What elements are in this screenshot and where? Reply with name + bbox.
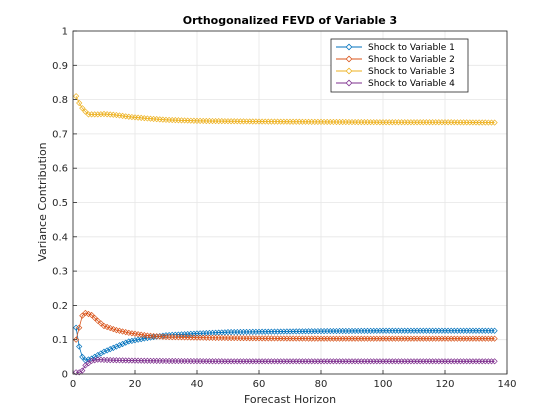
data-point-marker: [193, 330, 201, 337]
y-tick-label: 0.4: [52, 232, 68, 243]
data-point-marker: [135, 336, 142, 343]
x-axis-label: Forecast Horizon: [244, 393, 336, 406]
data-point-marker: [85, 356, 92, 363]
data-point-marker: [190, 330, 197, 337]
series-line: [76, 359, 495, 373]
data-point-marker: [184, 330, 191, 338]
data-point-marker: [104, 347, 111, 354]
data-point-marker: [79, 105, 86, 112]
data-point-marker: [119, 340, 126, 348]
y-tick-label: 0.5: [52, 198, 68, 209]
x-tick-label: 120: [435, 379, 454, 390]
data-point-marker: [491, 327, 498, 334]
data-point-marker: [200, 330, 207, 337]
y-tick-label: 0.6: [52, 164, 68, 175]
data-point-marker: [491, 119, 498, 126]
legend-marker: [345, 43, 353, 51]
y-tick-label: 0.8: [52, 95, 68, 106]
data-point-marker: [107, 324, 114, 332]
legend-marker: [345, 55, 353, 63]
data-point-marker: [491, 335, 498, 342]
data-point-marker: [131, 337, 139, 344]
data-point-marker: [104, 323, 111, 331]
legend-item: Shock to Variable 3: [336, 67, 455, 77]
y-tick-label: 0.7: [52, 129, 68, 140]
series-3: [73, 93, 498, 126]
data-point-marker: [187, 330, 194, 337]
y-tick-label: 0.1: [52, 335, 68, 346]
series-line: [75, 312, 495, 340]
series-2: [73, 309, 498, 343]
y-tick-label: 0: [62, 370, 68, 381]
y-tick-label: 0.3: [52, 267, 68, 278]
legend-label: Shock to Variable 4: [368, 79, 455, 89]
data-point-marker: [76, 343, 83, 350]
data-point-marker: [100, 348, 108, 355]
data-point-marker: [94, 317, 101, 324]
data-point-marker: [128, 337, 135, 344]
data-point-marker: [138, 336, 145, 343]
data-point-marker: [79, 367, 86, 374]
legend-marker: [345, 67, 353, 75]
x-tick-label: 80: [315, 379, 328, 390]
data-point-marker: [82, 309, 89, 317]
legend-label: Shock to Variable 3: [368, 67, 455, 77]
x-tick-label: 20: [129, 379, 142, 390]
series-line: [75, 96, 495, 123]
legend-item: Shock to Variable 4: [336, 79, 455, 89]
x-tick-label: 60: [253, 379, 266, 390]
data-point-marker: [76, 99, 83, 107]
data-point-marker: [73, 336, 80, 343]
data-point-marker: [181, 331, 188, 338]
data-point-marker: [107, 346, 114, 353]
legend: Shock to Variable 1 Shock to Variable 2 Sh…: [330, 38, 469, 93]
data-point-marker: [79, 312, 86, 319]
data-point-marker: [79, 353, 86, 360]
x-tick-label: 100: [373, 379, 392, 390]
data-point-marker: [94, 111, 101, 118]
data-point-marker: [88, 357, 95, 365]
x-tick-label: 40: [191, 379, 204, 390]
data-point-marker: [169, 331, 176, 338]
y-tick-label: 1: [62, 27, 68, 38]
legend-label: Shock to Variable 2: [368, 55, 455, 65]
data-point-marker: [113, 343, 120, 350]
chart-title: Orthogonalized FEVD of Variable 3: [183, 14, 397, 27]
data-point-marker: [141, 335, 148, 342]
legend-label: Shock to Variable 1: [368, 43, 455, 53]
data-point-marker: [91, 357, 98, 364]
axis-ticks: 0 20 40 60 80 100 120 140 0 0.1 0.2 0.3 0.4 0.5 0.6 0.7…: [52, 27, 516, 391]
y-tick-label: 0.2: [52, 301, 68, 312]
data-point-marker: [82, 108, 89, 115]
data-point-marker: [88, 311, 95, 319]
legend-item: Shock to Variable 1: [336, 43, 455, 53]
data-point-marker: [125, 338, 132, 345]
series-4: [73, 356, 498, 376]
data-point-marker: [76, 324, 83, 331]
data-point-marker: [491, 358, 498, 365]
x-tick-label: 0: [70, 379, 76, 390]
data-point-marker: [100, 322, 108, 330]
series-layer: [73, 93, 498, 376]
y-axis-label: Variance Contribution: [36, 142, 49, 261]
data-point-marker: [110, 344, 117, 351]
data-point-marker: [97, 111, 104, 118]
data-point-marker: [122, 339, 129, 346]
data-point-marker: [197, 330, 204, 337]
data-point-marker: [85, 310, 92, 318]
legend-marker: [345, 79, 353, 87]
series-line: [75, 327, 495, 361]
data-point-marker: [203, 330, 210, 337]
data-point-marker: [166, 331, 173, 339]
y-tick-label: 0.9: [52, 61, 68, 72]
legend-item: Shock to Variable 2: [336, 55, 455, 65]
data-point-marker: [97, 320, 104, 327]
data-point-marker: [73, 93, 80, 100]
x-tick-label: 140: [497, 379, 516, 390]
data-point-marker: [110, 325, 117, 333]
data-point-marker: [116, 342, 123, 349]
data-point-marker: [162, 332, 170, 339]
data-point-marker: [91, 314, 98, 322]
